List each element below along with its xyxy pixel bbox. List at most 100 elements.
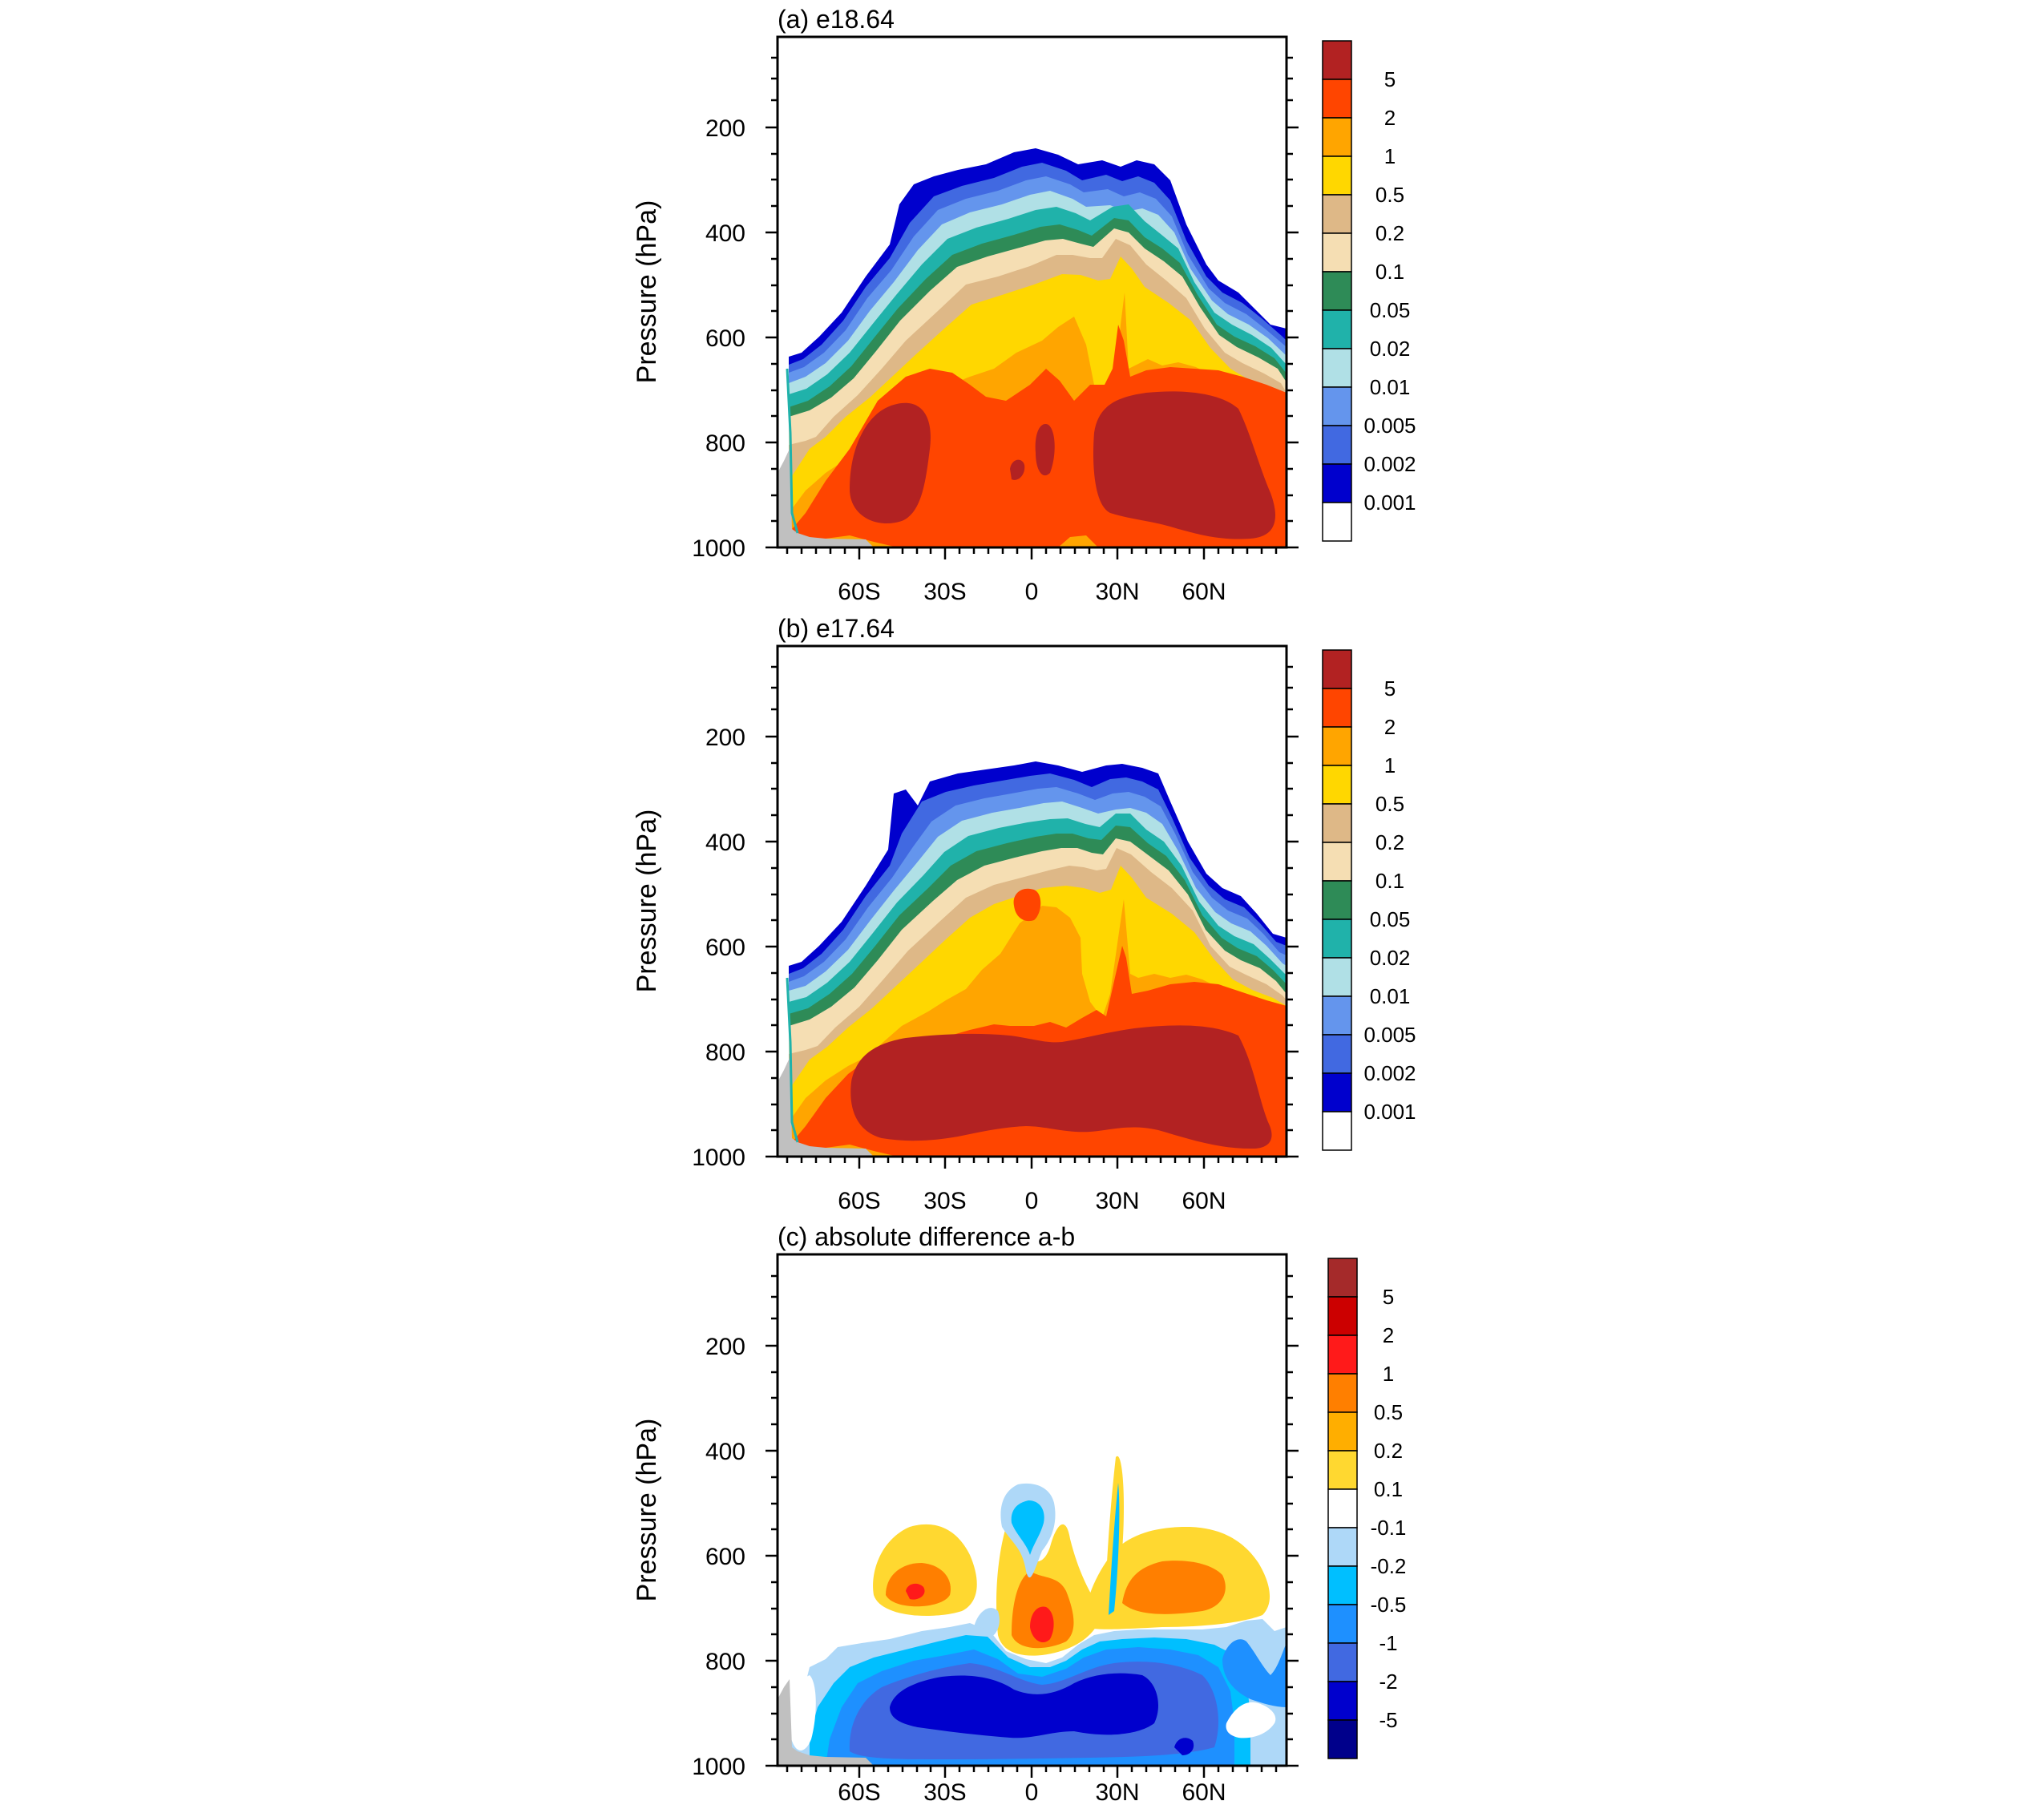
colorbar-a-swatch [1322, 502, 1352, 542]
diff-c-neg-5 [890, 1673, 1158, 1738]
panel-a-ytick-label: 400 [705, 220, 745, 247]
panel-a-xtick-label: 0 [1025, 579, 1039, 605]
panel-b-yticks [765, 665, 1299, 1158]
colorbar-b-label: 0.005 [1363, 1023, 1416, 1047]
contour-a-2-bottom [810, 535, 1098, 547]
colorbar-b-swatch [1322, 726, 1352, 766]
panel-c-ylabel: Pressure (hPa) [632, 1419, 662, 1602]
panel-a-contours [778, 148, 1287, 547]
colorbar-c-label: -0.1 [1371, 1516, 1407, 1540]
panel-c-xtick-label: 30N [1095, 1779, 1139, 1805]
colorbar-c-swatch [1327, 1527, 1358, 1567]
colorbar-c-swatch [1327, 1642, 1358, 1682]
colorbar-c-label: 5 [1383, 1285, 1394, 1309]
panel-b-xtick-label: 30N [1095, 1188, 1139, 1214]
panel-a-ytick-label: 200 [705, 115, 745, 142]
colorbar-c-swatch [1327, 1411, 1358, 1452]
colorbar-c-label: 0.5 [1374, 1400, 1403, 1424]
colorbar-c-label: 0.2 [1374, 1439, 1403, 1463]
colorbar-a-swatch [1322, 386, 1352, 426]
colorbar-b-swatch [1322, 842, 1352, 882]
colorbar-c-swatch [1327, 1565, 1358, 1605]
diff-c-neg-upper-05 [1011, 1500, 1044, 1555]
colorbar-a-label: 0.1 [1375, 260, 1404, 284]
panel-b-xtick-label: 60S [838, 1188, 880, 1214]
colorbar-c-swatch [1327, 1488, 1358, 1528]
colorbar-c-swatch [1327, 1681, 1358, 1721]
panel-b: (b) e17.64 Pressure (hPa) [632, 614, 1416, 1214]
panel-c-xtick-label: 0 [1025, 1779, 1039, 1805]
panel-c-title: (c) absolute difference a-b [778, 1222, 1075, 1251]
panel-a-yticks [765, 56, 1299, 549]
contour-a-5-north [1093, 391, 1276, 539]
panel-a: (a) e18.64 Pressure (hPa) [632, 5, 1416, 605]
colorbar-b-label: 0.1 [1375, 869, 1404, 893]
panel-c-ytick-label: 600 [705, 1544, 745, 1570]
colorbar-b-label: 0.05 [1370, 907, 1411, 931]
colorbar-a-label: 0.002 [1363, 452, 1416, 476]
panel-a-xticks [786, 547, 1278, 559]
panel-b-xtick-label: 60N [1182, 1188, 1226, 1214]
panel-a-colorbar: 5 2 1 0.5 0.2 0.1 0.05 0.02 0.01 0.005 0… [1322, 40, 1416, 542]
panel-c-xtick-label: 60N [1182, 1779, 1226, 1805]
colorbar-b-label: 0.01 [1370, 984, 1411, 1008]
colorbar-c-swatch [1327, 1719, 1358, 1759]
colorbar-c-swatch [1327, 1373, 1358, 1413]
panel-c-xtick-label: 60S [838, 1779, 880, 1805]
panel-c-ytick-label: 800 [705, 1649, 745, 1675]
colorbar-c-swatch [1327, 1450, 1358, 1490]
panel-c-xticks [786, 1766, 1278, 1778]
panel-b-xtick-label: 30S [923, 1188, 966, 1214]
colorbar-a-label: 0.005 [1363, 414, 1416, 438]
panel-a-ytick-labels: 200 400 600 800 1000 [692, 115, 745, 562]
contour-a-5-eq2 [1010, 459, 1025, 480]
colorbar-b-swatch [1322, 995, 1352, 1036]
diff-c-neg-5b [1174, 1738, 1194, 1755]
diff-c-pos-eq-1 [1030, 1606, 1054, 1643]
panel-c-contours [778, 1456, 1287, 1766]
panel-a-ytick-label: 1000 [692, 535, 745, 562]
panel-b-ytick-label: 1000 [692, 1145, 745, 1171]
colorbar-a-swatch [1322, 425, 1352, 465]
panel-a-ylabel: Pressure (hPa) [632, 200, 662, 384]
colorbar-b-swatch [1322, 649, 1352, 689]
terrain-b [778, 1058, 874, 1157]
colorbar-a-swatch [1322, 155, 1352, 196]
colorbar-a-swatch [1322, 463, 1352, 503]
panel-a-xtick-labels: 60S 30S 0 30N 60N [838, 579, 1226, 605]
colorbar-a-swatch [1322, 194, 1352, 234]
colorbar-c-swatch [1327, 1296, 1358, 1336]
colorbar-a-label: 1 [1384, 144, 1396, 168]
colorbar-c-swatch [1327, 1258, 1358, 1298]
panel-c: (c) absolute difference a-b Pressure (hP… [632, 1222, 1406, 1805]
panel-c-xtick-label: 30S [923, 1779, 966, 1805]
panel-b-title: (b) e17.64 [778, 614, 895, 643]
colorbar-b-swatch [1322, 1072, 1352, 1112]
colorbar-b-swatch [1322, 880, 1352, 920]
panel-b-xticks [786, 1157, 1278, 1169]
colorbar-c-label: 1 [1383, 1362, 1394, 1386]
panel-b-xtick-label: 0 [1025, 1188, 1039, 1214]
colorbar-b-label: 1 [1384, 753, 1396, 777]
colorbar-b-swatch [1322, 765, 1352, 805]
panel-b-ytick-label: 800 [705, 1040, 745, 1066]
panel-b-ytick-label: 400 [705, 830, 745, 856]
colorbar-a-label: 0.05 [1370, 298, 1411, 322]
colorbar-a-swatch [1322, 79, 1352, 119]
diff-c-neg-sliver [1109, 1483, 1120, 1615]
panel-a-title: (a) e18.64 [778, 5, 895, 34]
diff-c-pos-south-1 [906, 1583, 925, 1600]
terrain-b-edge [786, 977, 799, 1143]
contour-b-1-eq [1013, 888, 1041, 922]
colorbar-b-swatch [1322, 957, 1352, 997]
colorbar-a-swatch [1322, 232, 1352, 273]
colorbar-b-swatch [1322, 688, 1352, 728]
contour-a-5-south [850, 402, 931, 524]
colorbar-b-label: 0.02 [1370, 946, 1411, 970]
colorbar-b-label: 0.002 [1363, 1061, 1416, 1085]
panel-b-ytick-label: 600 [705, 935, 745, 961]
panel-a-xtick-label: 60N [1182, 579, 1226, 605]
colorbar-b-swatch [1322, 1034, 1352, 1074]
colorbar-a-swatch [1322, 348, 1352, 388]
colorbar-a-label: 0.2 [1375, 221, 1404, 245]
